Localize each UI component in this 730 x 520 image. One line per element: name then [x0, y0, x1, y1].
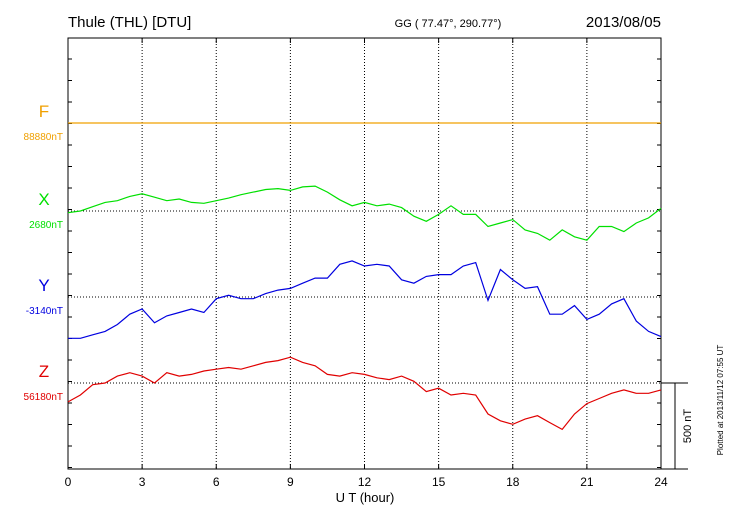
series-line-x	[67, 185, 662, 241]
x-tick-label: 24	[654, 475, 668, 489]
plotted-timestamp: Plotted at 2013/11/12 07:55 UT	[716, 345, 725, 456]
geographic-coords: GG ( 77.47°, 290.77°)	[395, 18, 502, 30]
x-tick-label: 6	[213, 475, 220, 489]
series-baseline-x: 2680nT	[29, 220, 63, 231]
series-line-z	[67, 356, 662, 431]
scale-bar-label: 500 nT	[682, 409, 694, 444]
x-tick-label: 18	[506, 475, 520, 489]
x-tick-label: 3	[139, 475, 146, 489]
x-tick-label: 12	[358, 475, 372, 489]
series-name-z: Z	[39, 362, 49, 381]
x-axis-label: U T (hour)	[336, 490, 395, 505]
station-title: Thule (THL) [DTU]	[68, 14, 191, 31]
x-tick-label: 21	[580, 475, 594, 489]
series-baseline-y: -3140nT	[26, 306, 63, 317]
series-labels: F 88880nT X 2680nT Y -3140nT Z 56180nT	[24, 102, 63, 403]
series-name-y: Y	[38, 276, 49, 295]
x-tick-label: 15	[432, 475, 446, 489]
series-name-x: X	[38, 190, 49, 209]
grid	[141, 38, 588, 469]
series-line-y	[68, 260, 662, 339]
series-baseline-z: 56180nT	[24, 392, 63, 403]
x-tick-label: 9	[287, 475, 294, 489]
series-lines	[67, 122, 662, 431]
date-label: 2013/08/05	[586, 14, 661, 31]
x-tick-label: 0	[65, 475, 72, 489]
scale-bar: 500 nT	[661, 382, 694, 470]
x-ticks: 0 3 6 9 12 15 18 21 24	[65, 38, 668, 489]
series-name-f: F	[39, 102, 49, 121]
series-baseline-f: 88880nT	[24, 132, 63, 143]
